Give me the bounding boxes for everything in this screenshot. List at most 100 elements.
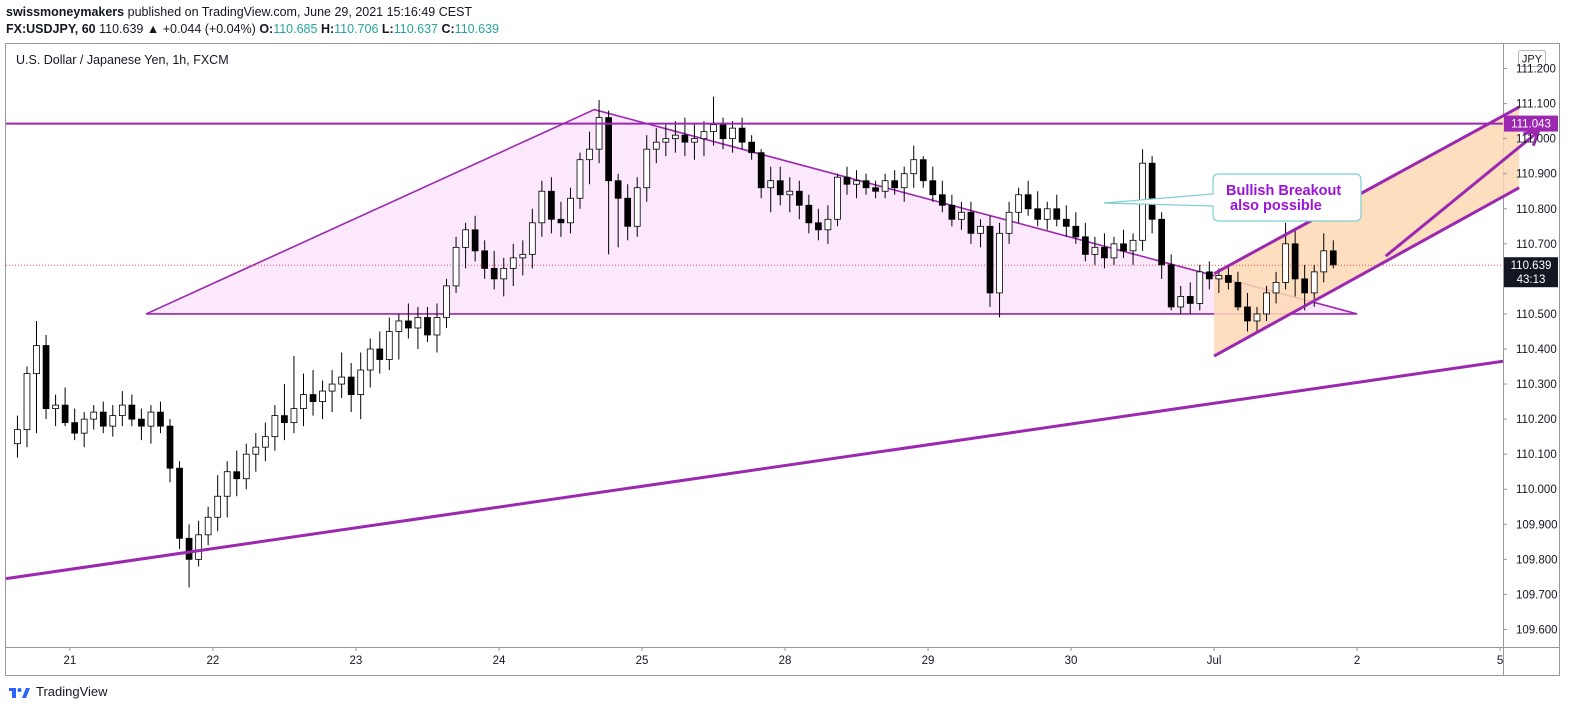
- candle-body: [1015, 194, 1022, 213]
- current-price-label: 110.639: [1511, 260, 1552, 272]
- candle-body: [1110, 243, 1118, 259]
- y-tick-label: 110.200: [1516, 414, 1557, 426]
- candle-body: [1272, 281, 1280, 294]
- x-tick-label: 23: [350, 655, 363, 667]
- candle-body: [452, 246, 460, 287]
- candle-body: [1053, 208, 1061, 220]
- last-price: 110.639: [99, 22, 144, 36]
- candle-body: [605, 117, 612, 182]
- triangle-pattern: [145, 108, 1358, 315]
- candle-body: [548, 190, 555, 220]
- candle-body: [691, 138, 698, 143]
- arrow-head: [1523, 129, 1541, 147]
- candle-body: [738, 127, 746, 143]
- candle-body: [1205, 271, 1213, 280]
- candle-body: [405, 320, 412, 329]
- y-tick-label: 110.700: [1516, 239, 1557, 251]
- y-tick-label: 111.100: [1516, 99, 1556, 111]
- candle-body: [853, 180, 860, 185]
- candle-body: [1329, 250, 1337, 266]
- candle-body: [576, 159, 584, 199]
- candle-body: [519, 253, 527, 259]
- channel-lower-line: [1213, 186, 1520, 358]
- candle-body: [1024, 194, 1032, 210]
- y-tick-label: 110.800: [1516, 204, 1557, 216]
- candle-body: [986, 225, 994, 294]
- y-tick-label: 110.900: [1516, 169, 1557, 181]
- candle-body: [633, 187, 641, 227]
- candle-body: [166, 425, 174, 469]
- candle-body: [61, 404, 69, 424]
- candle-body: [815, 222, 822, 231]
- candle-body: [1082, 236, 1089, 255]
- candle-body: [1091, 246, 1099, 255]
- candle-body: [271, 415, 279, 438]
- candle-body: [1062, 218, 1070, 227]
- candle-body: [958, 211, 965, 220]
- candle-body: [490, 267, 498, 280]
- candle-body: [795, 190, 803, 206]
- candle-body: [710, 124, 717, 133]
- candle-body: [138, 418, 145, 427]
- candle-body: [195, 534, 202, 560]
- candle-body: [843, 176, 851, 185]
- candle-body: [824, 218, 832, 231]
- annotation-callout[interactable]: Bullish Breakout also possible: [1103, 173, 1362, 222]
- y-tick-label: 109.700: [1516, 589, 1558, 601]
- candle-body: [481, 250, 489, 269]
- candle-body: [185, 537, 193, 560]
- candle-body: [433, 317, 441, 336]
- candle-body: [14, 429, 21, 445]
- candle-body: [1005, 211, 1013, 234]
- candle-body: [662, 138, 670, 143]
- candle-body: [1225, 274, 1232, 283]
- candle-body: [357, 369, 365, 395]
- currency-box[interactable]: [1518, 50, 1546, 67]
- candle-body: [99, 411, 107, 427]
- footer-brand[interactable]: TradingView: [8, 684, 108, 699]
- candle-body: [176, 467, 183, 539]
- high-value: 110.706: [334, 22, 379, 36]
- candle-body: [1196, 271, 1204, 304]
- candle-body: [681, 134, 689, 143]
- candle-body: [557, 218, 565, 224]
- candle-body: [1120, 243, 1127, 252]
- candle-body: [90, 411, 98, 420]
- bar-countdown: 43:13: [1517, 274, 1546, 286]
- publish-line: swissmoneymakers published on TradingVie…: [6, 4, 499, 21]
- y-tick-label: 110.100: [1516, 449, 1557, 461]
- candle-body: [1282, 243, 1289, 283]
- candle-body: [786, 190, 794, 196]
- candle-body: [528, 222, 536, 255]
- support-trendline: [5, 359, 1504, 581]
- candle-body: [567, 197, 574, 224]
- candle-body: [261, 436, 269, 448]
- open-value: 110.685: [273, 22, 318, 36]
- candle-body: [443, 285, 450, 318]
- candle-body: [118, 404, 126, 417]
- candle-body: [643, 148, 651, 189]
- candle-body: [338, 376, 345, 385]
- author-name[interactable]: swissmoneymakers: [6, 5, 125, 19]
- resistance-price-label: 111.043: [1511, 119, 1551, 131]
- x-tick-label: 24: [493, 655, 506, 667]
- candle-body: [414, 317, 422, 329]
- candle-body: [1291, 243, 1299, 280]
- candle-body: [281, 415, 288, 424]
- candle-body: [509, 257, 517, 269]
- candle-body: [319, 390, 326, 402]
- candle-body: [938, 194, 946, 206]
- candle-body: [395, 320, 403, 332]
- candle-body: [614, 180, 622, 199]
- candle-body: [891, 180, 899, 189]
- candle-body: [500, 267, 508, 280]
- x-tick-label: 21: [63, 655, 76, 667]
- candle-body: [147, 411, 155, 427]
- x-tick-label: 30: [1065, 655, 1078, 667]
- candle-body: [1244, 306, 1251, 322]
- candle-body: [1034, 208, 1042, 220]
- low-label: L:: [381, 22, 394, 36]
- candle-body: [71, 422, 79, 434]
- candle-body: [996, 232, 1003, 294]
